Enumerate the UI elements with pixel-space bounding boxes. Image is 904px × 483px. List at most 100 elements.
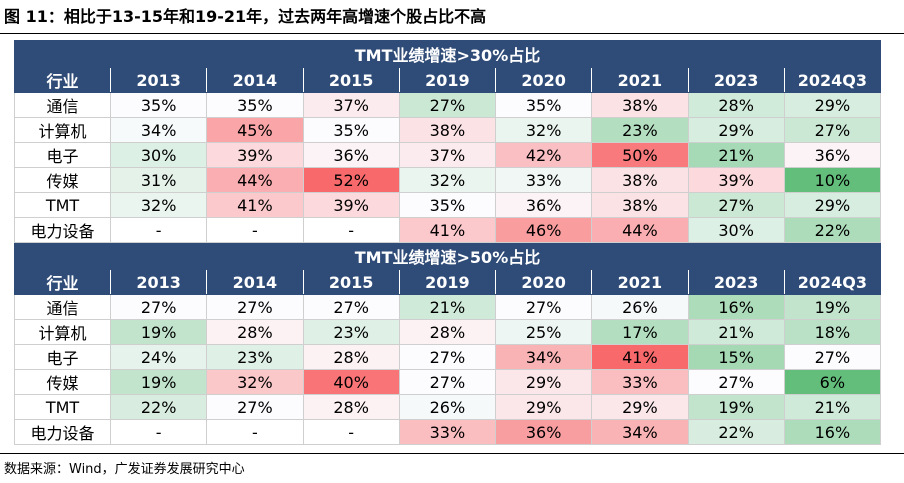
heatmap-cell: 6% (783, 369, 882, 395)
heatmap-cell: - (302, 419, 400, 445)
heatmap-cell: 35% (494, 92, 593, 118)
heatmap-cell: 36% (302, 142, 400, 168)
column-header: 2019 (398, 67, 497, 93)
heatmap-cell: 19% (109, 369, 208, 395)
heatmap-table: TMT业绩增速>30%占比 行业 2013 2014 2015 2019 2020 2021 2… (14, 40, 882, 445)
heatmap-cell: 32% (206, 369, 304, 395)
heatmap-cell: 41% (398, 217, 497, 243)
heatmap-cell: 36% (494, 192, 593, 218)
heatmap-cell: 46% (494, 217, 593, 243)
figure-title: 图 11：相比于13-15年和19-21年，过去两年高增速个股占比不高 (4, 7, 487, 26)
heatmap-cell: 29% (783, 92, 882, 118)
row-label: 计算机 (14, 319, 111, 345)
row-label: 通信 (14, 92, 111, 118)
row-label: TMT (14, 192, 111, 218)
heatmap-cell: 28% (302, 394, 400, 420)
column-header: 2013 (109, 67, 208, 93)
heatmap-cell: 38% (591, 167, 689, 193)
column-header: 2021 (591, 269, 689, 295)
heatmap-cell: 33% (398, 419, 497, 445)
heatmap-cell: 29% (783, 192, 882, 218)
heatmap-cell: 40% (302, 369, 400, 395)
heatmap-cell: 16% (783, 419, 882, 445)
heatmap-cell: 27% (206, 294, 304, 320)
heatmap-cell: 33% (591, 369, 689, 395)
heatmap-cell: 42% (494, 142, 593, 168)
heatmap-cell: 28% (302, 344, 400, 370)
heatmap-cell: 17% (591, 319, 689, 345)
heatmap-cell: - (109, 419, 208, 445)
heatmap-cell: 32% (109, 192, 208, 218)
heatmap-cell: 37% (302, 92, 400, 118)
heatmap-cell: 39% (687, 167, 785, 193)
row-label: 计算机 (14, 117, 111, 143)
column-header: 2015 (302, 269, 400, 295)
heatmap-cell: - (109, 217, 208, 243)
heatmap-cell: 35% (302, 117, 400, 143)
table-row: 通信 35% 35% 37% 27% 35% 38% 28% 29% (14, 92, 882, 118)
heatmap-cell: 26% (398, 394, 497, 420)
heatmap-cell: 18% (783, 319, 882, 345)
heatmap-cell: 39% (206, 142, 304, 168)
heatmap-cell: 22% (783, 217, 882, 243)
heatmap-cell: 29% (591, 394, 689, 420)
column-header: 行业 (14, 269, 111, 295)
heatmap-cell: 27% (109, 294, 208, 320)
column-header: 2015 (302, 67, 400, 93)
heatmap-cell: 23% (206, 344, 304, 370)
heatmap-cell: 27% (206, 394, 304, 420)
column-header: 2023 (687, 269, 785, 295)
heatmap-cell: 34% (591, 419, 689, 445)
heatmap-cell: 22% (687, 419, 785, 445)
column-header: 2013 (109, 269, 208, 295)
row-label: TMT (14, 394, 111, 420)
heatmap-cell: - (206, 217, 304, 243)
heatmap-cell: 27% (398, 369, 497, 395)
heatmap-cell: 21% (783, 394, 882, 420)
heatmap-cell: 19% (783, 294, 882, 320)
row-label: 传媒 (14, 167, 111, 193)
table-band-title: TMT业绩增速>50%占比 (14, 242, 881, 270)
heatmap-table-container: TMT业绩增速>30%占比 行业 2013 2014 2015 2019 2020 2021 2… (14, 40, 882, 445)
heatmap-cell: 36% (494, 419, 593, 445)
row-label: 通信 (14, 294, 111, 320)
column-header: 2020 (494, 67, 593, 93)
table-row: 计算机 19% 28% 23% 28% 25% 17% 21% 18% (14, 319, 882, 345)
column-header: 2019 (398, 269, 497, 295)
heatmap-cell: 27% (783, 117, 882, 143)
heatmap-cell: 30% (109, 142, 208, 168)
table-row: 计算机 34% 45% 35% 38% 32% 23% 29% 27% (14, 117, 882, 143)
column-header: 2023 (687, 67, 785, 93)
heatmap-cell: 45% (206, 117, 304, 143)
row-label: 电力设备 (14, 217, 111, 243)
heatmap-cell: 28% (206, 319, 304, 345)
heatmap-cell: 41% (591, 344, 689, 370)
heatmap-cell: 29% (494, 369, 593, 395)
row-label: 电子 (14, 142, 111, 168)
table-band-title: TMT业绩增速>30%占比 (14, 40, 881, 68)
table-row: 传媒 31% 44% 52% 32% 33% 38% 39% 10% (14, 167, 882, 193)
heatmap-cell: 21% (687, 142, 785, 168)
heatmap-cell: 44% (206, 167, 304, 193)
heatmap-cell: 37% (398, 142, 497, 168)
heatmap-cell: 23% (302, 319, 400, 345)
heatmap-cell: - (302, 217, 400, 243)
heatmap-cell: - (206, 419, 304, 445)
heatmap-cell: 22% (109, 394, 208, 420)
heatmap-cell: 19% (109, 319, 208, 345)
heatmap-cell: 27% (302, 294, 400, 320)
heatmap-cell: 34% (494, 344, 593, 370)
heatmap-cell: 32% (494, 117, 593, 143)
heatmap-cell: 15% (687, 344, 785, 370)
heatmap-cell: 35% (398, 192, 497, 218)
heatmap-cell: 32% (398, 167, 497, 193)
top-rule (0, 33, 904, 34)
bottom-rule (0, 453, 904, 454)
heatmap-cell: 34% (109, 117, 208, 143)
heatmap-cell: 38% (591, 192, 689, 218)
heatmap-cell: 30% (687, 217, 785, 243)
table-row: TMT 32% 41% 39% 35% 36% 38% 27% 29% (14, 192, 882, 218)
source-note: 数据来源：Wind，广发证券发展研究中心 (4, 462, 245, 477)
column-header: 2021 (591, 67, 689, 93)
heatmap-cell: 36% (783, 142, 882, 168)
